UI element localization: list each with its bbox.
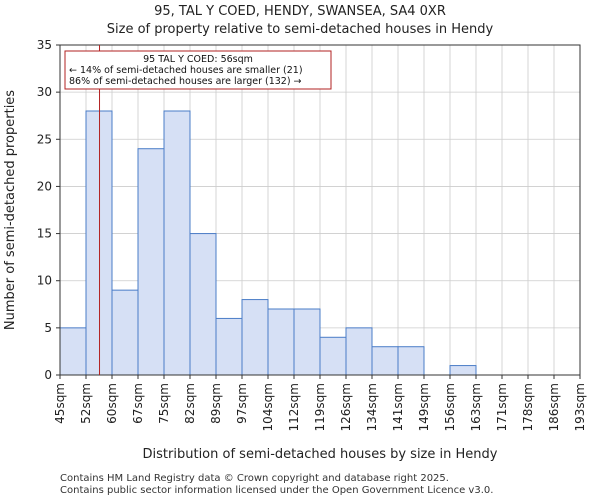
annotation-line-2: ← 14% of semi-detached houses are smalle… [69, 65, 303, 76]
x-tick-label: 60sqm [105, 383, 119, 424]
histogram-bar [397, 346, 425, 376]
x-tick-label: 82sqm [183, 383, 197, 424]
histogram-bar [111, 289, 139, 376]
x-tick-label: 112sqm [287, 383, 301, 431]
annotation-box [64, 50, 332, 90]
y-tick-label: 10 [37, 274, 52, 288]
histogram-bar [293, 308, 321, 376]
histogram-bar [189, 233, 217, 376]
y-axis-label: Number of semi-detached properties [3, 90, 18, 330]
y-tick-label: 35 [37, 38, 52, 52]
x-tick-label: 119sqm [313, 383, 327, 431]
chart-subtitle: Size of property relative to semi-detach… [106, 22, 494, 37]
y-tick-label: 25 [37, 132, 52, 146]
y-tick-label: 5 [44, 321, 52, 335]
histogram-bar [371, 346, 399, 376]
x-tick-label: 89sqm [209, 383, 223, 424]
x-tick-label: 178sqm [521, 383, 535, 431]
x-tick-label: 141sqm [391, 383, 405, 431]
x-tick-label: 52sqm [79, 383, 93, 424]
histogram-bar [137, 148, 165, 376]
x-tick-label: 67sqm [131, 383, 145, 424]
x-tick-label: 97sqm [235, 383, 249, 424]
histogram-bar [215, 317, 243, 376]
x-tick-label: 149sqm [417, 383, 431, 431]
footer-line-2: Contains public sector information licen… [60, 485, 494, 496]
x-tick-label: 134sqm [365, 383, 379, 431]
x-tick-label: 126sqm [339, 383, 353, 431]
y-tick-label: 15 [37, 227, 52, 241]
histogram-bar [85, 110, 113, 376]
histogram-bar [319, 336, 347, 376]
x-tick-label: 104sqm [261, 383, 275, 431]
histogram-bar [267, 308, 295, 376]
y-tick-label: 0 [44, 368, 52, 382]
x-tick-label: 163sqm [469, 383, 483, 431]
histogram-bar [59, 327, 87, 376]
x-tick-label: 193sqm [573, 383, 587, 431]
histogram-bar [345, 327, 373, 376]
annotation-line-3: 86% of semi-detached houses are larger (… [69, 76, 302, 87]
histogram-bar [241, 299, 269, 376]
x-tick-label: 75sqm [157, 383, 171, 424]
annotation-line-1: 95 TAL Y COED: 56sqm [143, 54, 253, 65]
x-axis-label: Distribution of semi-detached houses by … [143, 447, 498, 462]
chart-title: 95, TAL Y COED, HENDY, SWANSEA, SA4 0XR [154, 4, 446, 19]
x-tick-label: 186sqm [547, 383, 561, 431]
histogram-bar [449, 365, 477, 376]
x-tick-label: 156sqm [443, 383, 457, 431]
y-tick-label: 20 [37, 179, 52, 193]
footer-line-1: Contains HM Land Registry data © Crown c… [60, 473, 449, 484]
histogram-bar [163, 110, 191, 376]
x-tick-label: 45sqm [53, 383, 67, 424]
y-tick-label: 30 [37, 85, 52, 99]
x-tick-label: 171sqm [495, 383, 509, 431]
